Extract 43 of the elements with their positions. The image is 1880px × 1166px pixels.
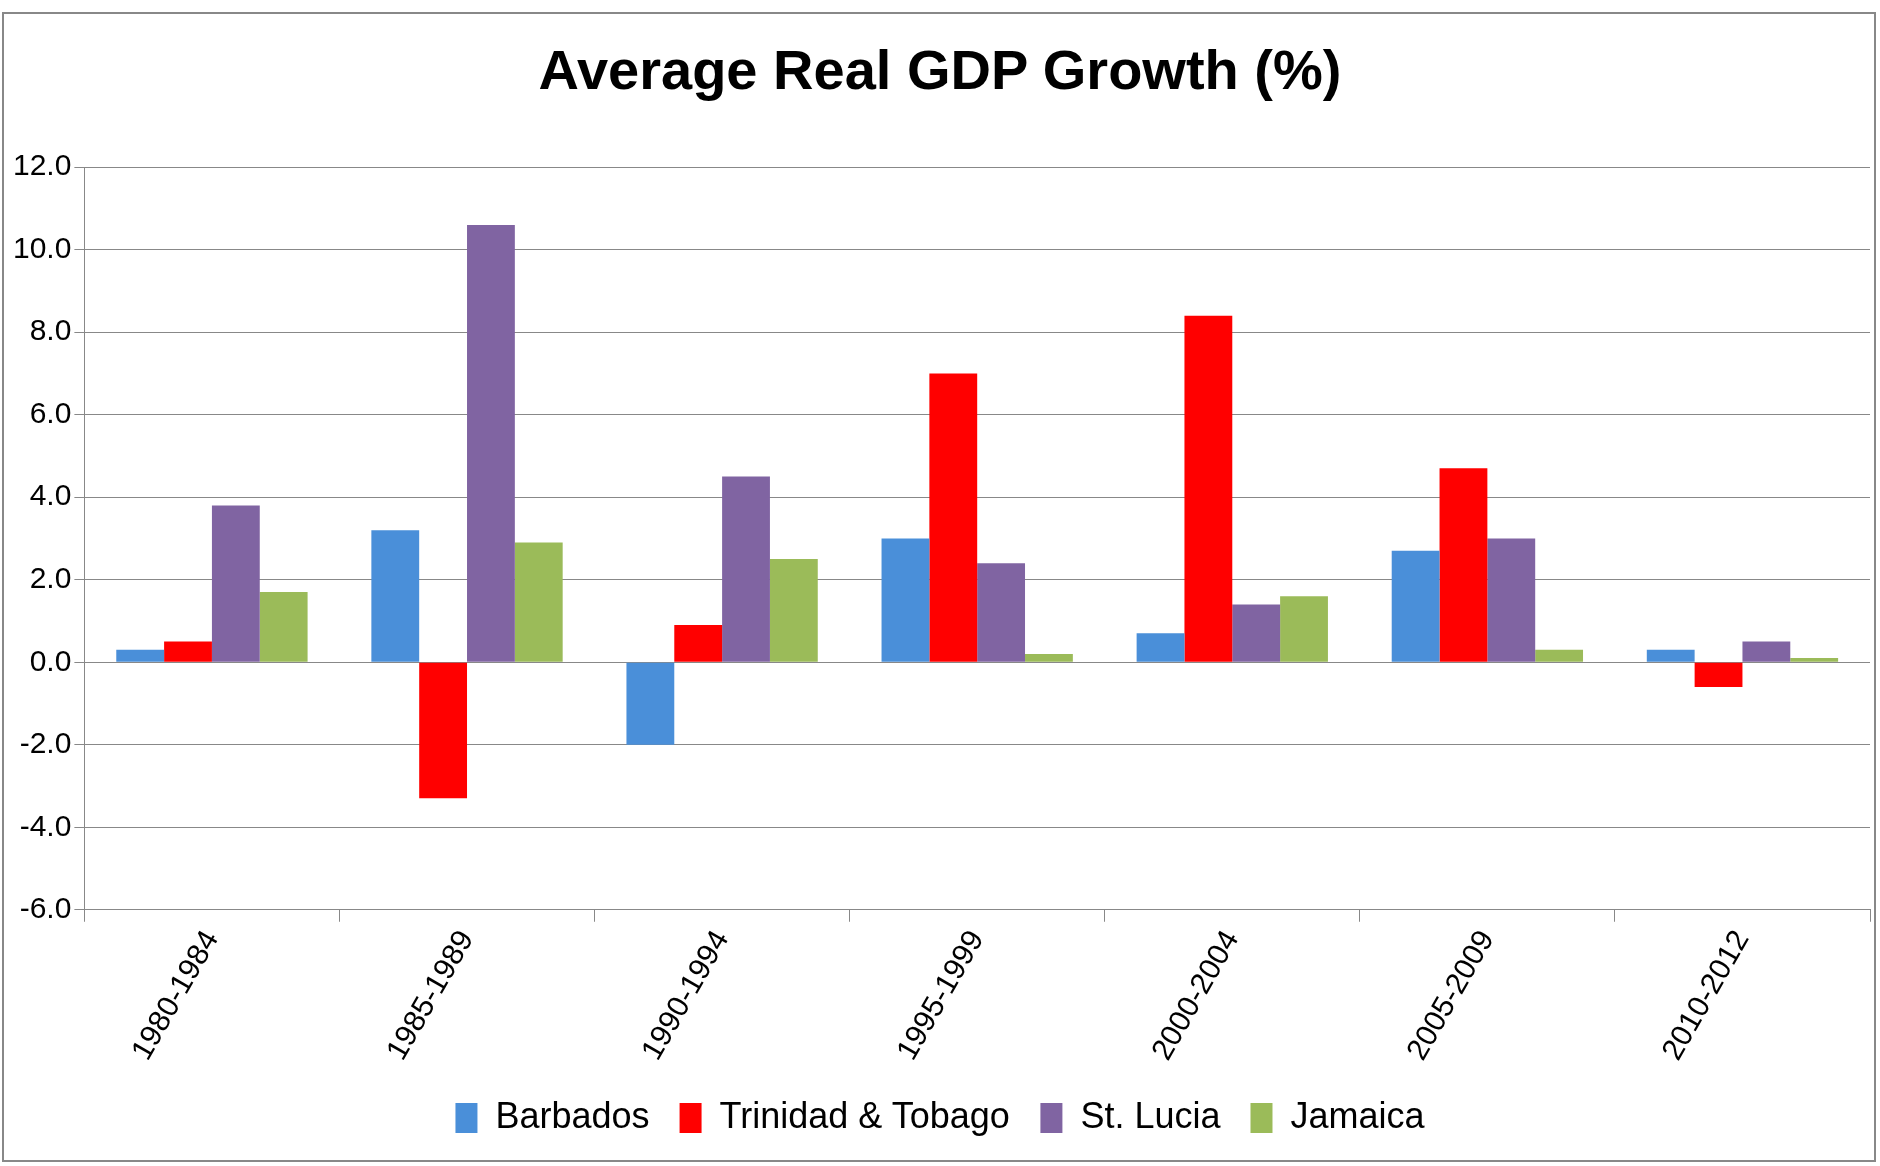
- bar: [419, 662, 468, 799]
- y-tick-label: -4.0: [19, 808, 72, 842]
- bar: [371, 530, 420, 662]
- bar: [674, 625, 723, 662]
- legend-label: St. Lucia: [1080, 1094, 1222, 1136]
- bar: [769, 559, 818, 662]
- y-tick-label: 8.0: [29, 313, 72, 347]
- bar: [1232, 604, 1281, 662]
- bar: [1535, 649, 1584, 662]
- bar: [1790, 658, 1839, 662]
- bar: [467, 224, 515, 662]
- bar: [1439, 468, 1488, 662]
- bar: [116, 649, 165, 662]
- bar: [1487, 538, 1536, 662]
- bar: [1646, 649, 1695, 662]
- bar: [1742, 641, 1791, 662]
- bar: [1184, 315, 1233, 662]
- bar: [977, 563, 1026, 662]
- y-tick-label: 0.0: [29, 643, 72, 677]
- bar: [929, 373, 978, 662]
- bar: [211, 505, 260, 662]
- bar: [1694, 662, 1743, 687]
- y-tick-label: 10.0: [13, 230, 72, 264]
- bar: [626, 662, 675, 745]
- legend-label: Trinidad & Tobago: [719, 1094, 1010, 1136]
- bar: [881, 538, 930, 662]
- y-tick-label: 6.0: [29, 395, 72, 429]
- bar: [1280, 596, 1328, 662]
- bar: [1025, 653, 1073, 662]
- bar: [1136, 633, 1185, 662]
- bar: [1391, 550, 1440, 662]
- y-tick-label: 4.0: [29, 478, 72, 512]
- chart-title: Average Real GDP Growth (%): [538, 38, 1342, 102]
- y-tick-label: 2.0: [29, 561, 72, 594]
- y-tick-label: -2.0: [19, 726, 72, 760]
- bar: [164, 641, 212, 662]
- legend-label: Barbados: [495, 1094, 650, 1136]
- bar: [259, 592, 308, 662]
- legend-label: Jamaica: [1290, 1094, 1426, 1136]
- y-tick-label: 12.0: [13, 148, 72, 182]
- bar: [514, 542, 563, 662]
- bar: [722, 476, 770, 662]
- y-tick-label: -6.0: [19, 891, 72, 925]
